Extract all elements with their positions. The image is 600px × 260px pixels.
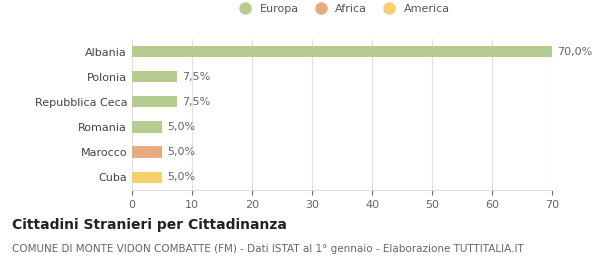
Bar — [132, 172, 162, 183]
Bar — [132, 71, 177, 82]
Bar — [132, 96, 177, 107]
Bar — [132, 46, 552, 57]
Text: 7,5%: 7,5% — [182, 97, 210, 107]
Text: Cittadini Stranieri per Cittadinanza: Cittadini Stranieri per Cittadinanza — [12, 218, 287, 232]
Text: 5,0%: 5,0% — [167, 147, 195, 157]
Bar — [132, 146, 162, 158]
Text: 7,5%: 7,5% — [182, 72, 210, 82]
Text: 70,0%: 70,0% — [557, 47, 592, 56]
Bar — [132, 121, 162, 133]
Text: 5,0%: 5,0% — [167, 172, 195, 182]
Legend: Europa, Africa, America: Europa, Africa, America — [229, 0, 455, 18]
Text: 5,0%: 5,0% — [167, 122, 195, 132]
Text: COMUNE DI MONTE VIDON COMBATTE (FM) - Dati ISTAT al 1° gennaio - Elaborazione TU: COMUNE DI MONTE VIDON COMBATTE (FM) - Da… — [12, 244, 524, 254]
